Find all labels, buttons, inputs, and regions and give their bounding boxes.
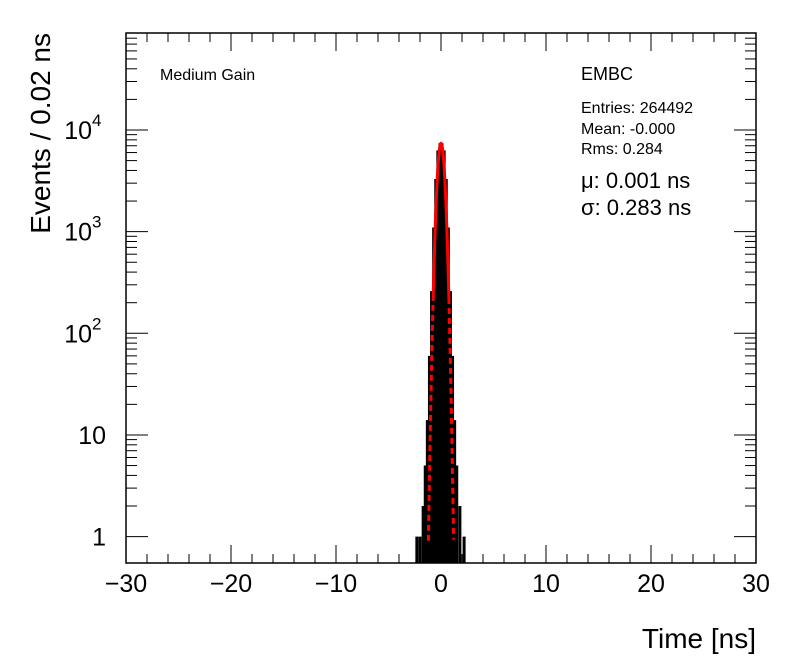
x-tick-label: −10 [315,570,357,598]
y-tick-label: 10 [64,117,92,145]
y-tick-label: 10 [78,422,106,450]
y-tick-exponent: 3 [92,213,101,232]
stats-rms: Rms: 0.284 [581,141,663,158]
x-tick-label: 10 [532,570,560,598]
fit-curve-right-tail [447,297,456,540]
x-tick-label: −20 [210,570,252,598]
y-tick-label: 10 [64,320,92,348]
x-tick-label: −30 [105,570,147,598]
stats-entries: Entries: 264492 [581,100,693,117]
y-tick-label: 1 [92,524,106,552]
y-tick-label: 10 [64,219,92,247]
fit-curve-left-tail [426,298,435,541]
fit-sigma: σ: 0.283 ns [581,195,691,220]
fit-mu: μ: 0.001 ns [581,168,690,193]
x-tick-label: 20 [637,570,665,598]
stats-mean: Mean: -0.000 [581,121,675,138]
y-tick-exponent: 2 [92,314,101,333]
gain-label: Medium Gain [160,67,255,84]
x-axis-title: Time [ns] [642,623,756,654]
x-axis-ticks: −30 −20 −10 0 10 20 30 [105,33,770,598]
y-tick-exponent: 4 [92,111,101,130]
region-label: EMBC [581,64,633,84]
fit-curve-core [431,141,451,299]
x-tick-label: 30 [742,570,770,598]
y-axis-title: Events / 0.02 ns [25,33,56,234]
x-tick-label: 0 [434,570,448,598]
gaussian-fit [426,141,456,541]
